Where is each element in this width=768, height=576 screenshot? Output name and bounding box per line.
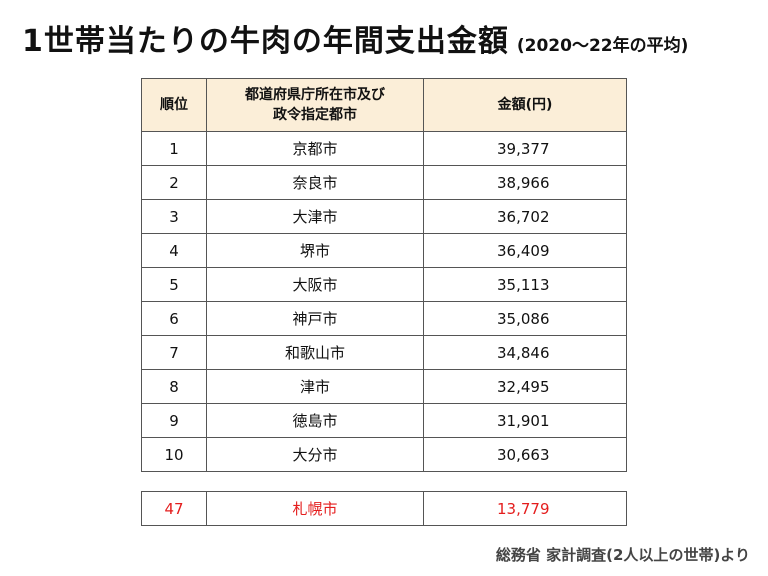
highlight-row: 47 札幌市 13,779 bbox=[141, 491, 627, 526]
table-row: 9 徳島市 31,901 bbox=[141, 403, 627, 438]
rank-cell: 8 bbox=[141, 369, 207, 404]
header-rank: 順位 bbox=[141, 78, 207, 132]
city-cell: 奈良市 bbox=[206, 165, 424, 200]
city-cell: 京都市 bbox=[206, 131, 424, 166]
amount-cell: 39,377 bbox=[423, 131, 627, 166]
city-cell: 徳島市 bbox=[206, 403, 424, 438]
highlight-amount-cell: 13,779 bbox=[423, 491, 627, 526]
highlight-rank-cell: 47 bbox=[141, 491, 207, 526]
table-gap bbox=[142, 472, 627, 492]
ranking-table: 順位 都道府県庁所在市及び 政令指定都市 金額(円) 1 京都市 39,377 … bbox=[141, 78, 627, 526]
table-header-row: 順位 都道府県庁所在市及び 政令指定都市 金額(円) bbox=[141, 78, 627, 132]
table-row: 10 大分市 30,663 bbox=[141, 437, 627, 472]
city-cell: 大津市 bbox=[206, 199, 424, 234]
rank-cell: 5 bbox=[141, 267, 207, 302]
city-cell: 大分市 bbox=[206, 437, 424, 472]
rank-cell: 7 bbox=[141, 335, 207, 370]
page-title: 1世帯当たりの牛肉の年間支出金額 (2020〜22年の平均) bbox=[22, 16, 688, 60]
title-sub: (2020〜22年の平均) bbox=[516, 36, 689, 56]
city-cell: 堺市 bbox=[206, 233, 424, 268]
table-row: 7 和歌山市 34,846 bbox=[141, 335, 627, 370]
amount-cell: 32,495 bbox=[423, 369, 627, 404]
rank-cell: 4 bbox=[141, 233, 207, 268]
amount-cell: 36,702 bbox=[423, 199, 627, 234]
amount-cell: 31,901 bbox=[423, 403, 627, 438]
rank-cell: 10 bbox=[141, 437, 207, 472]
amount-cell: 36,409 bbox=[423, 233, 627, 268]
table-row: 4 堺市 36,409 bbox=[141, 233, 627, 268]
rank-cell: 6 bbox=[141, 301, 207, 336]
amount-cell: 35,086 bbox=[423, 301, 627, 336]
table-row: 6 神戸市 35,086 bbox=[141, 301, 627, 336]
source-note: 総務省 家計調査(2人以上の世帯)より bbox=[495, 546, 750, 564]
rank-cell: 3 bbox=[141, 199, 207, 234]
table-row: 5 大阪市 35,113 bbox=[141, 267, 627, 302]
header-city-line2: 政令指定都市 bbox=[273, 107, 357, 123]
highlight-city-cell: 札幌市 bbox=[206, 491, 424, 526]
rank-cell: 2 bbox=[141, 165, 207, 200]
city-cell: 和歌山市 bbox=[206, 335, 424, 370]
amount-cell: 38,966 bbox=[423, 165, 627, 200]
table-row: 1 京都市 39,377 bbox=[141, 131, 627, 166]
rank-cell: 9 bbox=[141, 403, 207, 438]
rank-cell: 1 bbox=[141, 131, 207, 166]
title-main: 1世帯当たりの牛肉の年間支出金額 bbox=[22, 24, 509, 59]
header-city-line1: 都道府県庁所在市及び bbox=[245, 87, 385, 103]
amount-cell: 34,846 bbox=[423, 335, 627, 370]
header-amount: 金額(円) bbox=[423, 78, 627, 132]
city-cell: 神戸市 bbox=[206, 301, 424, 336]
amount-cell: 30,663 bbox=[423, 437, 627, 472]
city-cell: 大阪市 bbox=[206, 267, 424, 302]
city-cell: 津市 bbox=[206, 369, 424, 404]
amount-cell: 35,113 bbox=[423, 267, 627, 302]
table-row: 8 津市 32,495 bbox=[141, 369, 627, 404]
table-row: 2 奈良市 38,966 bbox=[141, 165, 627, 200]
table-row: 3 大津市 36,702 bbox=[141, 199, 627, 234]
header-city: 都道府県庁所在市及び 政令指定都市 bbox=[206, 78, 424, 132]
